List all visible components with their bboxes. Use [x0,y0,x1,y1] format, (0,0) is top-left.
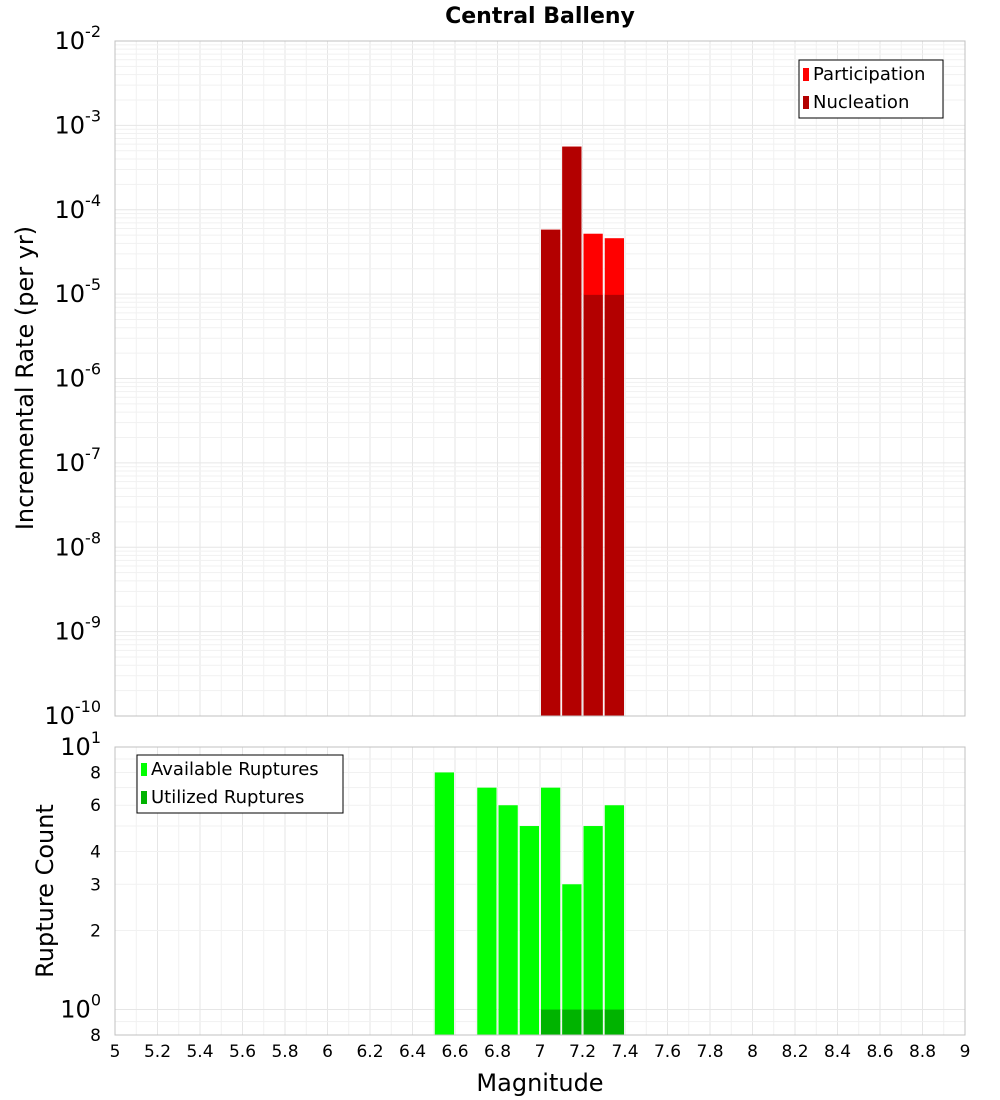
legend-box [798,59,944,119]
x-tick-label: 8 [747,1042,758,1062]
legend-label: Available Ruptures [151,759,319,780]
panel-1: 10-10 10-9 10-8 10-7 10-6 10-5 10-4 10-3 10-2 Inc… [11,4,966,730]
bar-available-ruptures [519,826,539,1035]
x-tick-label: 7.2 [569,1042,596,1062]
bar-available-ruptures [583,826,603,1035]
y-tick-label: 2 [90,922,101,942]
x-tick-label: 8.6 [866,1042,893,1062]
x-tick-label: 7.4 [611,1042,638,1062]
y-tick-label: 6 [90,796,101,816]
bar-available-ruptures [498,805,518,1035]
bar-available-ruptures [434,772,454,1035]
x-tick-label: 6 [322,1042,333,1062]
x-tick-label: 7.6 [654,1042,681,1062]
plot-frame [114,746,966,1036]
y-tick-label: 10-9 [55,613,102,646]
x-tick-label: 8.4 [824,1042,851,1062]
y-tick-label: 101 [60,728,101,761]
x-tick-label: 7 [535,1042,546,1062]
bar-available-ruptures [541,787,561,1035]
legend-swatch [141,763,147,776]
plot-frame [114,40,966,717]
legend-box [136,754,344,814]
x-tick-label: 7.8 [696,1042,723,1062]
x-tick-label: 6.6 [441,1042,468,1062]
y-axis-label: Incremental Rate (per yr) [11,226,39,530]
y-tick-label: 10-4 [55,191,102,224]
x-tick-label: 6.4 [399,1042,426,1062]
y-tick-label: 10-7 [55,444,102,477]
bar-available-ruptures [604,805,624,1035]
bar-utilized-ruptures [604,1009,624,1035]
x-tick-label: 5.8 [271,1042,298,1062]
y-tick-label: 4 [90,842,101,862]
x-tick-label: 5 [110,1042,121,1062]
y-tick-label: 8 [90,763,101,783]
x-tick-label: 6.8 [484,1042,511,1062]
bar-utilized-ruptures [583,1009,603,1035]
x-tick-label: 8.8 [909,1042,936,1062]
x-tick-label: 5.4 [186,1042,213,1062]
y-tick-label: 100 [60,991,101,1024]
x-tick-label: 5.2 [144,1042,171,1062]
y-tick-label: 3 [90,875,101,895]
bar-utilized-ruptures [562,1009,582,1035]
y-tick-label: 8 [90,1026,101,1046]
bar-nucleation [562,146,582,716]
bar-available-ruptures [477,787,497,1035]
chart-title: Central Balleny [445,4,635,29]
y-tick-label: 10-3 [55,106,102,139]
legend: Available Ruptures Utilized Ruptures [136,754,344,814]
legend-swatch [803,68,809,81]
legend: Participation Nucleation [798,59,944,119]
y-tick-label: 10-2 [55,22,102,55]
x-tick-label: 9 [960,1042,971,1062]
legend-swatch [803,96,809,109]
x-tick-label: 5.6 [229,1042,256,1062]
legend-label: Utilized Ruptures [151,787,304,808]
x-axis-label: Magnitude [476,1069,603,1097]
y-axis-label: Rupture Count [31,804,59,978]
bar-nucleation [541,229,561,717]
bar-utilized-ruptures [541,1009,561,1035]
x-tick-label: 8.2 [781,1042,808,1062]
legend-swatch [141,791,147,804]
y-tick-label: 10-6 [55,360,102,393]
x-tick-label: 6.2 [356,1042,383,1062]
bar-available-ruptures [562,884,582,1035]
bar-nucleation [583,294,603,716]
y-tick-label: 10-5 [55,275,102,308]
legend-label: Participation [813,64,925,85]
bar-nucleation [604,294,624,716]
legend-label: Nucleation [813,92,909,113]
y-tick-label: 10-10 [44,697,101,730]
y-tick-label: 10-8 [55,528,102,561]
